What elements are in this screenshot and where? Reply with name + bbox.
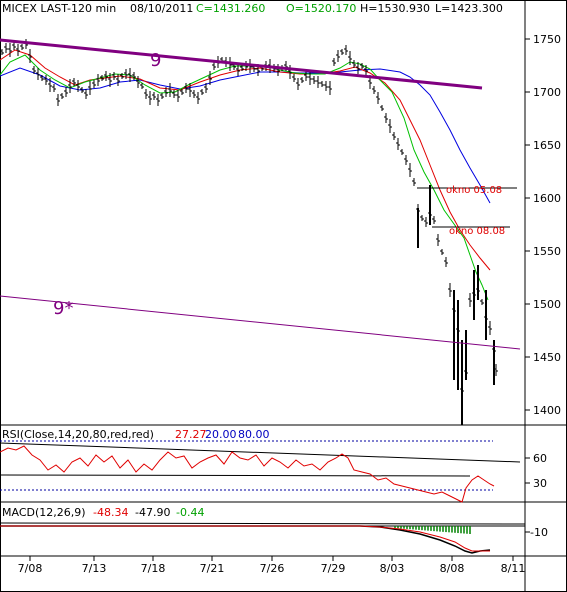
time-tick-label: 8/03 [380, 562, 405, 575]
macd-header: MACD(12,26,9) -48.34 -47.90 -0.44 [2, 506, 204, 519]
time-tick-label: 7/21 [200, 562, 225, 575]
macd-title: MACD(12,26,9) [2, 506, 86, 519]
macd-signal-value: -47.90 [135, 506, 170, 519]
symbol-label: MICEX LAST-120 min [2, 2, 116, 15]
price-tick-label: 1400 [533, 404, 561, 417]
time-tick-label: 7/26 [260, 562, 285, 575]
okno-label-1: okno 05.08 [446, 185, 502, 196]
price-tick-label: 1750 [533, 33, 561, 46]
ma-slow-line [0, 67, 491, 204]
time-tick-label: 8/11 [501, 562, 526, 575]
rsi-trendline [0, 442, 521, 463]
macd-signal-line [0, 525, 490, 552]
price-tick-label: 1600 [533, 192, 561, 205]
price-tick-label: 1700 [533, 86, 561, 99]
price-axis: 1750 1700 1650 1600 1550 1500 1450 1400 [525, 33, 561, 417]
rsi-line [0, 445, 495, 503]
time-axis: 7/08 7/13 7/18 7/21 7/26 7/29 8/03 8/08 8/11 [18, 556, 526, 575]
rsi-tick-label: 60 [533, 452, 547, 465]
macd-line [0, 525, 491, 554]
rsi-tick-label: 30 [533, 477, 547, 490]
rsi-title: RSI(Close,14,20,80,red,red) [2, 428, 154, 441]
macd-hist-value: -0.44 [176, 506, 204, 519]
rsi-upper: 80.00 [238, 428, 270, 441]
time-tick-label: 7/08 [18, 562, 43, 575]
ohlc-bars [0, 39, 498, 393]
macd-trendline [0, 522, 526, 525]
okno-label-2: okno 08.08 [449, 226, 505, 237]
trendline-9-star-label: 9* [53, 298, 73, 319]
trendline-9-label: 9 [150, 50, 161, 71]
rsi-header: RSI(Close,14,20,80,red,red) 27.27 20.00 … [2, 428, 270, 441]
low-label: L=1423.300 [435, 2, 503, 15]
price-bars [0, 39, 498, 425]
time-tick-label: 7/29 [321, 562, 346, 575]
trendline-9 [0, 38, 483, 90]
price-header: MICEX LAST-120 min 08/10/2011 C=1431.260… [2, 2, 503, 15]
price-tick-label: 1650 [533, 139, 561, 152]
open-label: O=1520.170 [286, 2, 356, 15]
rsi-value: 27.27 [175, 428, 207, 441]
macd-tick-label: -10 [530, 526, 548, 539]
ma-mid-line [0, 49, 491, 271]
price-tick-label: 1500 [533, 298, 561, 311]
trendline-9-star [0, 295, 521, 350]
macd-value: -48.34 [93, 506, 128, 519]
rsi-support-line [0, 474, 471, 477]
rsi-lower: 20.00 [205, 428, 237, 441]
time-tick-label: 7/13 [82, 562, 107, 575]
time-tick-label: 8/08 [440, 562, 465, 575]
macd-histogram [394, 526, 471, 534]
close-label: C=1431.260 [196, 2, 265, 15]
price-tick-label: 1450 [533, 351, 561, 364]
price-tick-label: 1550 [533, 245, 561, 258]
rsi-axis: 60 30 [525, 452, 547, 490]
time-tick-label: 7/18 [141, 562, 166, 575]
ma-fast-line [0, 54, 489, 301]
date-label: 08/10/2011 [130, 2, 193, 15]
high-label: H=1530.930 [360, 2, 430, 15]
macd-axis: -10 [525, 526, 548, 539]
